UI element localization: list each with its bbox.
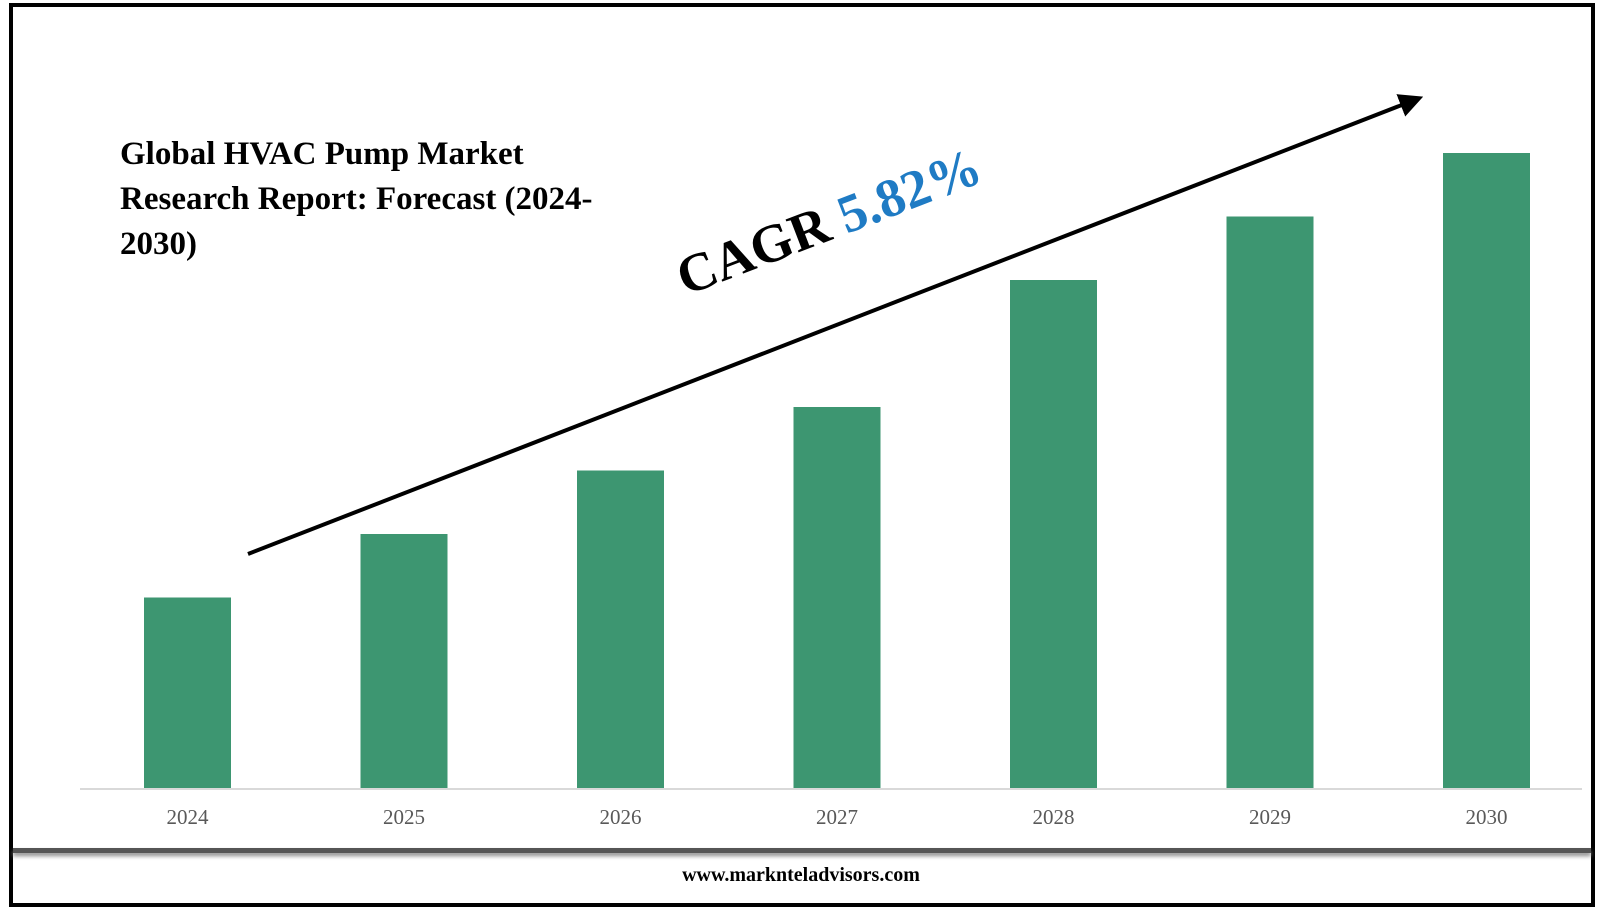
x-tick-2024: 2024 [167, 805, 210, 829]
x-tick-2026: 2026 [600, 805, 642, 829]
bar-2028 [1010, 280, 1097, 788]
bar-2026 [577, 470, 664, 788]
footer-divider [13, 848, 1591, 853]
chart-title: Global HVAC Pump Market Research Report:… [120, 136, 593, 262]
bar-2029 [1226, 216, 1314, 788]
x-tick-2027: 2027 [816, 805, 858, 829]
growth-arrow [247, 94, 1424, 556]
x-tick-2029: 2029 [1249, 805, 1291, 829]
bar-2025 [360, 534, 448, 788]
bar-2030 [1443, 153, 1530, 788]
x-tick-2028: 2028 [1033, 805, 1075, 829]
footer-url: www.marknteladvisors.com [682, 864, 920, 886]
bar-2027 [793, 407, 881, 788]
bar-2024 [144, 597, 231, 788]
x-tick-2025: 2025 [383, 805, 425, 829]
x-tick-2030: 2030 [1466, 805, 1508, 829]
